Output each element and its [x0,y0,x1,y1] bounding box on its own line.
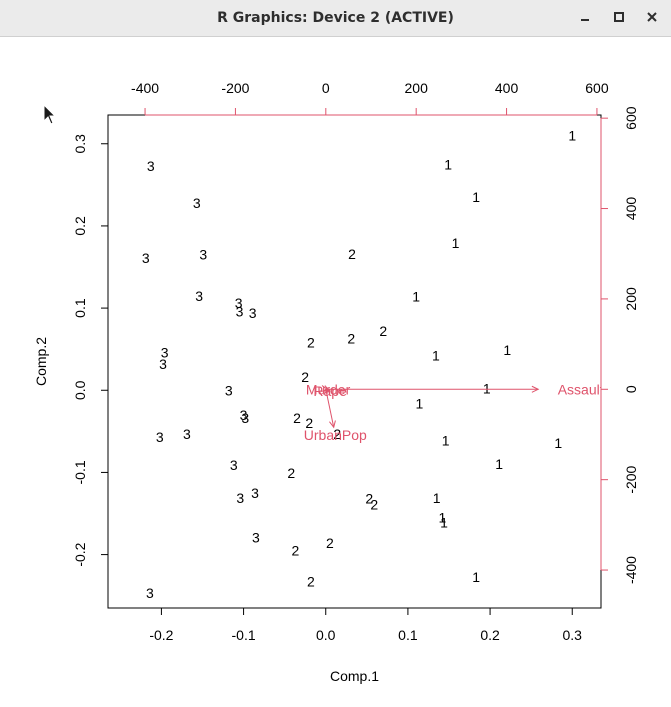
data-point-label: 3 [193,195,201,211]
data-point-label: 1 [444,156,452,172]
loading-label: Assault [558,381,604,397]
data-point-label: 3 [252,529,260,545]
maximize-icon [614,12,624,22]
data-point-label: 1 [483,381,491,397]
y-tick-label: 0.1 [72,298,88,318]
data-point-label: 3 [249,305,257,321]
data-point-label: 1 [472,189,480,205]
x-tick-label: 0.2 [480,627,500,643]
data-point-label: 3 [161,344,169,360]
x-tick-label: 0.3 [563,627,583,643]
top-tick-label: 600 [585,80,609,96]
data-point-label: 1 [432,348,440,364]
data-point-label: 3 [230,457,238,473]
data-point-label: 3 [183,426,191,442]
right-tick-label: -400 [623,556,639,584]
data-point-label: 2 [347,330,355,346]
data-point-label: 3 [156,429,164,445]
data-point-label: 3 [142,250,150,266]
data-point-label: 3 [159,356,167,372]
data-point-label: 1 [554,435,562,451]
y-axis-title: Comp.2 [33,337,49,386]
data-point-label: 3 [195,288,203,304]
data-point-label: 1 [472,569,480,585]
data-point-label: 2 [305,415,313,431]
right-tick-label: -200 [623,465,639,493]
top-tick-label: 200 [405,80,429,96]
data-point-label: 3 [147,158,155,174]
data-point-label: 1 [495,456,503,472]
y-tick-label: 0.3 [72,134,88,154]
right-tick-label: 400 [623,197,639,221]
data-point-label: 3 [236,303,244,319]
x-tick-label: -0.1 [232,627,256,643]
data-point-label: 3 [241,410,249,426]
x-tick-label: -0.2 [149,627,173,643]
loading-arrow [325,389,335,428]
data-point-label: 3 [235,295,243,311]
data-point-label: 3 [240,407,248,423]
data-point-label: 1 [439,510,447,526]
data-point-label: 1 [433,490,441,506]
x-tick-label: 0.1 [398,627,418,643]
data-point-label: 2 [307,574,315,590]
data-point-label: 2 [307,335,315,351]
loading-label: UrbanPop [304,427,367,443]
data-point-label: 1 [440,515,448,531]
maximize-button[interactable] [607,6,631,30]
data-point-label: 2 [333,426,341,442]
y-tick-label: 0.0 [72,380,88,400]
data-point-label: 2 [287,465,295,481]
data-point-label: 3 [146,585,154,601]
data-point-label: 2 [291,542,299,558]
y-tick-label: -0.1 [72,460,88,484]
title-bar[interactable]: R Graphics: Device 2 (ACTIVE) [0,0,671,37]
data-point-label: 2 [370,496,378,512]
top-tick-label: 0 [322,80,330,96]
data-point-label: 2 [348,246,356,262]
minimize-icon [581,19,589,21]
data-point-label: 2 [379,323,387,339]
y-tick-label: -0.2 [72,542,88,566]
data-point-label: 1 [568,128,576,144]
close-button[interactable] [640,6,664,30]
biplot-chart: -0.2 -0.1 0.0 0.1 0.2 0.3 -0.2 -0.1 0.0 0.1 0.2 0.3… [33,80,639,684]
data-point-label: 3 [199,247,207,263]
x-axis-title: Comp.1 [330,668,379,684]
data-point-label: 1 [503,342,511,358]
right-tick-label: 600 [623,106,639,130]
window-title: R Graphics: Device 2 (ACTIVE) [217,10,454,26]
minimize-button[interactable] [573,6,597,30]
plot-frame [107,114,602,609]
loading-arrowhead [322,385,331,392]
data-point-label: 2 [301,369,309,385]
top-tick-label: -200 [221,80,249,96]
data-point-label: 3 [236,490,244,506]
data-point-label: 2 [293,410,301,426]
loading-arrowhead [329,420,336,429]
loading-label: Rape [313,383,347,399]
data-point-label: 2 [326,535,334,551]
top-tick-label: -400 [131,80,159,96]
data-point-label: 1 [442,432,450,448]
y-tick-label: 0.2 [72,216,88,236]
x-tick-label: 0.0 [316,627,336,643]
data-point-label: 3 [251,485,259,501]
data-point-label: 2 [365,491,373,507]
data-point-label: 3 [225,382,233,398]
top-tick-label: 400 [495,80,519,96]
loading-arrowhead [531,385,540,393]
right-tick-label: 0 [623,385,639,393]
data-point-label: 1 [412,289,420,305]
right-tick-label: 200 [623,287,639,311]
close-icon [647,12,657,22]
data-point-label: 1 [452,235,460,251]
data-point-label: 1 [416,395,424,411]
mouse-pointer-icon [43,104,57,125]
